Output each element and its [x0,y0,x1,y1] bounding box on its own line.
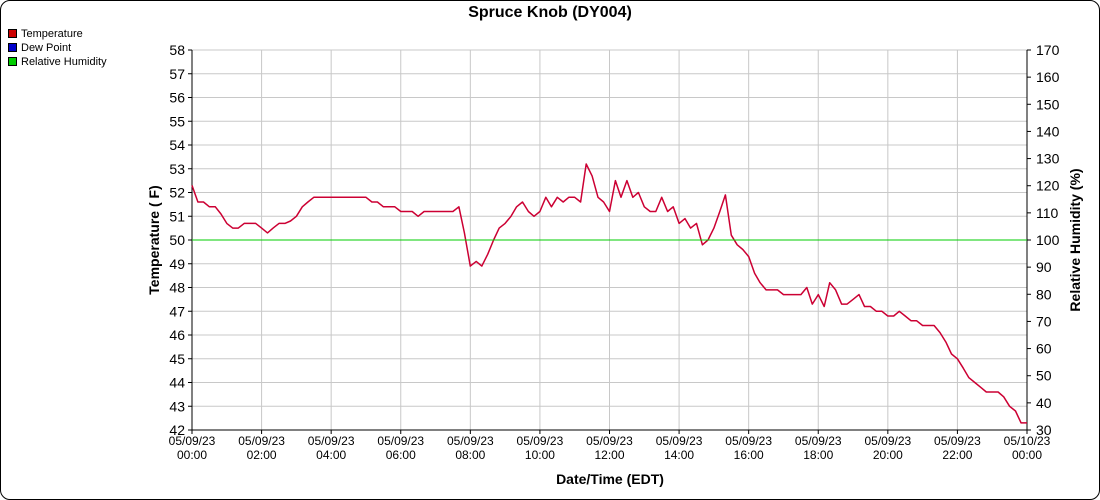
y2-tick-label: 150 [1036,96,1060,112]
series-line-temperature [191,163,1027,424]
x-tick-date-label: 05/09/23 [725,434,772,448]
x-tick-time-label: 00:00 [177,448,207,462]
x-tick-date-label: 05/09/23 [795,434,842,448]
x-tick-time-label: 14:00 [664,448,694,462]
legend: Temperature Dew Point Relative Humidity [8,27,107,69]
y2-tick-label: 120 [1036,178,1060,194]
y2-tick-label: 110 [1036,205,1059,221]
y2-tick-label: 170 [1036,42,1060,58]
y2-tick-label: 80 [1036,286,1052,302]
series [191,163,1027,424]
legend-swatch-dew-point [8,43,17,52]
axes: 42 43 44 45 46 47 48 49 50 51 52 53 54 55 56 57 58 30 40 50… [169,42,1060,462]
x-tick-date-label: 05/09/23 [656,434,703,448]
x-tick-date-label: 05/09/23 [238,434,285,448]
legend-item-relative-humidity: Relative Humidity [8,55,107,69]
y-tick-label: 52 [169,185,185,201]
x-tick-time-label: 16:00 [734,448,764,462]
y2-tick-label: 130 [1036,151,1060,167]
y-tick-label: 57 [169,66,185,82]
x-axis-title: Date/Time (EDT) [556,471,664,487]
y2-tick-label: 60 [1036,341,1052,357]
x-tick-date-label: 05/09/23 [169,434,216,448]
x-tick-time-label: 12:00 [594,448,624,462]
y2-tick-label: 30 [1036,422,1052,438]
y-tick-label: 45 [169,351,185,367]
legend-label-relative-humidity: Relative Humidity [21,56,107,68]
x-tick-date-label: 05/09/23 [517,434,564,448]
x-tick-time-label: 20:00 [873,448,903,462]
y-axis-title: Temperature ( F) [146,185,162,294]
x-tick-time-label: 22:00 [942,448,972,462]
y-tick-label: 44 [169,375,185,391]
y2-tick-label: 160 [1036,69,1060,85]
legend-label-temperature: Temperature [21,28,83,40]
x-tick-time-label: 02:00 [247,448,277,462]
y-tick-label: 42 [169,422,185,438]
legend-item-dew-point: Dew Point [8,41,107,55]
x-tick-date-label: 05/09/23 [377,434,424,448]
y-tick-label: 49 [169,256,185,272]
legend-swatch-relative-humidity [8,57,17,66]
y-tick-label: 47 [169,303,185,319]
y-tick-label: 43 [169,398,185,414]
y2-tick-label: 100 [1036,232,1060,248]
x-tick-date-label: 05/09/23 [586,434,633,448]
x-tick-date-label: 05/09/23 [864,434,911,448]
y2-tick-label: 90 [1036,259,1052,275]
x-tick-time-label: 08:00 [455,448,485,462]
y-tick-label: 55 [169,113,185,129]
x-tick-date-label: 05/09/23 [447,434,494,448]
legend-swatch-temperature [8,29,17,38]
y-tick-label: 53 [169,161,185,177]
x-tick-date-label: 05/09/23 [934,434,981,448]
y2-tick-label: 70 [1036,313,1052,329]
y-tick-label: 58 [169,42,185,58]
y2-tick-label: 40 [1036,395,1052,411]
y-tick-label: 54 [169,137,185,153]
y-tick-label: 50 [169,232,185,248]
y-tick-label: 56 [169,90,185,106]
y2-tick-label: 50 [1036,368,1052,384]
x-tick-time-label: 18:00 [803,448,833,462]
legend-label-dew-point: Dew Point [21,42,72,54]
y2-axis-title: Relative Humidity (%) [1067,168,1083,311]
legend-item-temperature: Temperature [8,27,107,41]
y-tick-label: 51 [169,208,185,224]
x-tick-time-label: 00:00 [1012,448,1042,462]
y2-tick-label: 140 [1036,123,1060,139]
x-tick-time-label: 06:00 [386,448,416,462]
x-tick-date-label: 05/09/23 [308,434,355,448]
x-tick-time-label: 04:00 [316,448,346,462]
x-tick-date-label: 05/10/23 [1004,434,1051,448]
chart-title: Spruce Knob (DY004) [468,4,632,21]
y-tick-label: 48 [169,280,185,296]
y-tick-label: 46 [169,327,185,343]
x-tick-time-label: 10:00 [525,448,555,462]
